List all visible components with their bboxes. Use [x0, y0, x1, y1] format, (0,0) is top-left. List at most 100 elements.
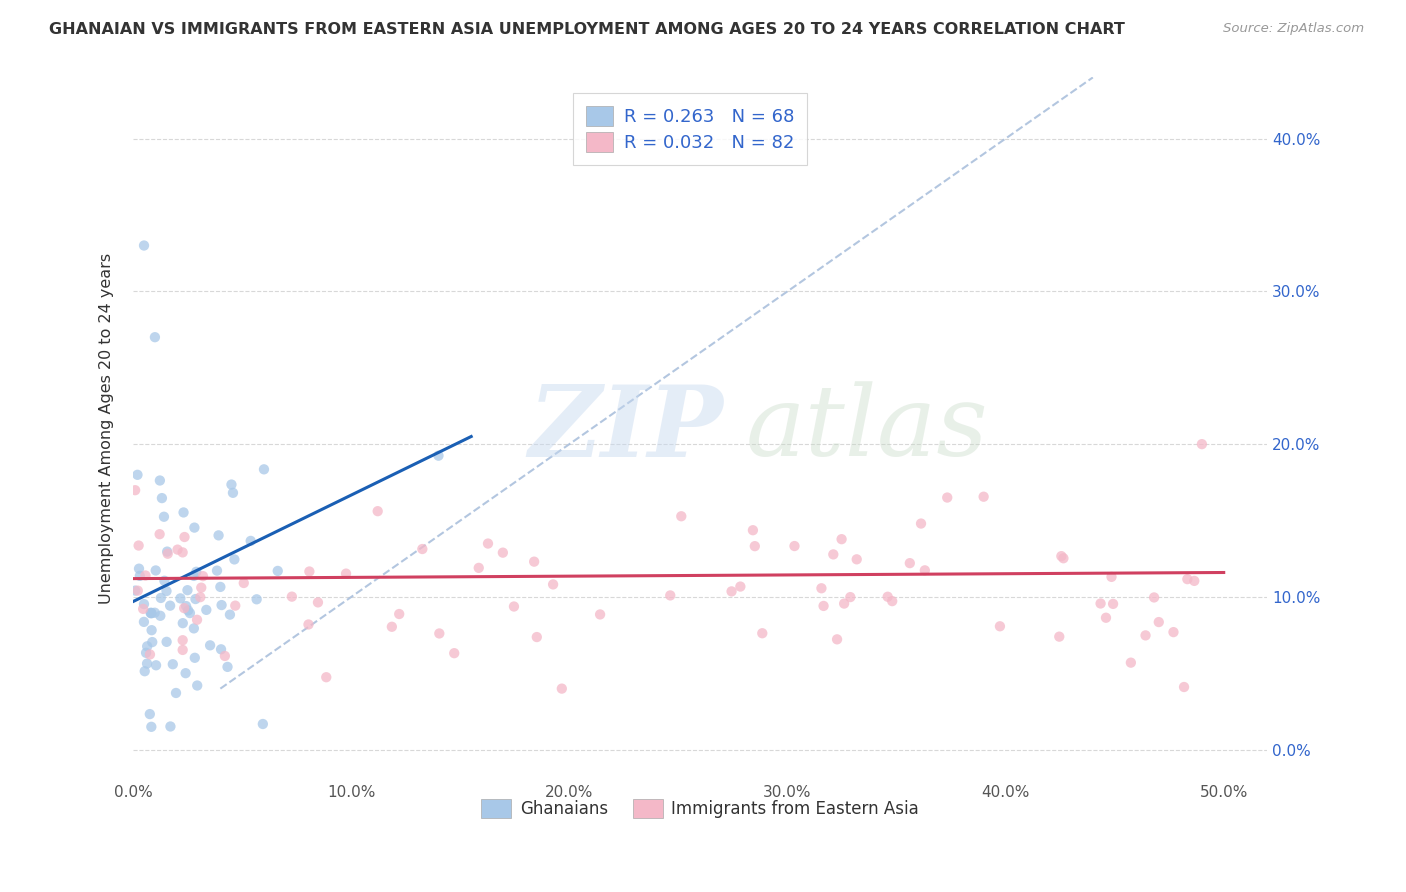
Point [143, 606, 166, 620]
Point [177, 603, 200, 617]
Point [186, 613, 208, 627]
Point [139, 607, 162, 621]
Point [173, 505, 195, 519]
Legend: Ghanaians, Immigrants from Eastern Asia: Ghanaians, Immigrants from Eastern Asia [475, 793, 925, 825]
Point [191, 569, 214, 583]
Point [159, 599, 181, 613]
Point [526, 630, 548, 644]
Point [127, 583, 149, 598]
Point [427, 626, 450, 640]
Point [186, 679, 208, 693]
Point [183, 621, 205, 635]
Point [127, 467, 149, 482]
Point [207, 528, 229, 542]
Point [176, 583, 198, 598]
Point [1182, 574, 1205, 588]
Point [232, 576, 254, 591]
Point [173, 530, 195, 544]
Point [149, 591, 172, 605]
Point [132, 615, 155, 629]
Point [671, 509, 693, 524]
Point [141, 606, 163, 620]
Point [139, 606, 162, 620]
Text: Source: ZipAtlas.com: Source: ZipAtlas.com [1223, 22, 1364, 36]
Point [124, 583, 146, 598]
Point [214, 648, 236, 663]
Point [1047, 630, 1070, 644]
Point [1102, 597, 1125, 611]
Point [845, 552, 868, 566]
Point [224, 552, 246, 566]
Point [219, 607, 242, 622]
Point [503, 599, 526, 614]
Point [150, 491, 173, 505]
Point [134, 568, 156, 582]
Point [224, 599, 246, 613]
Point [388, 607, 411, 621]
Point [159, 719, 181, 733]
Point [523, 555, 546, 569]
Point [183, 569, 205, 583]
Point [172, 616, 194, 631]
Point [239, 533, 262, 548]
Point [128, 562, 150, 576]
Point [443, 646, 465, 660]
Point [541, 577, 564, 591]
Point [813, 599, 835, 613]
Point [1163, 625, 1185, 640]
Point [1175, 572, 1198, 586]
Point [307, 595, 329, 609]
Point [153, 509, 176, 524]
Text: GHANAIAN VS IMMIGRANTS FROM EASTERN ASIA UNEMPLOYMENT AMONG AGES 20 TO 24 YEARS : GHANAIAN VS IMMIGRANTS FROM EASTERN ASIA… [49, 22, 1125, 37]
Point [188, 590, 211, 604]
Point [551, 681, 574, 696]
Point [477, 536, 499, 550]
Point [145, 658, 167, 673]
Point [253, 462, 276, 476]
Point [184, 650, 207, 665]
Point [166, 542, 188, 557]
Point [145, 564, 167, 578]
Point [141, 623, 163, 637]
Point [172, 643, 194, 657]
Point [1101, 570, 1123, 584]
Point [174, 599, 197, 613]
Point [169, 591, 191, 606]
Point [205, 564, 228, 578]
Point [1173, 680, 1195, 694]
Point [936, 491, 959, 505]
Point [162, 657, 184, 672]
Point [190, 581, 212, 595]
Point [832, 597, 855, 611]
Point [139, 648, 162, 662]
Point [173, 601, 195, 615]
Point [898, 556, 921, 570]
Point [1143, 591, 1166, 605]
Point [209, 642, 232, 657]
Point [315, 670, 337, 684]
Point [172, 633, 194, 648]
Point [128, 539, 150, 553]
Point [659, 589, 682, 603]
Point [174, 666, 197, 681]
Point [136, 657, 159, 671]
Point [135, 646, 157, 660]
Point [149, 474, 172, 488]
Point [720, 584, 742, 599]
Point [1119, 656, 1142, 670]
Point [124, 483, 146, 498]
Point [589, 607, 612, 622]
Point [222, 485, 245, 500]
Point [381, 620, 404, 634]
Y-axis label: Unemployment Among Ages 20 to 24 years: Unemployment Among Ages 20 to 24 years [100, 253, 114, 605]
Point [141, 635, 163, 649]
Point [730, 580, 752, 594]
Point [132, 597, 155, 611]
Point [831, 532, 853, 546]
Point [1095, 611, 1118, 625]
Point [153, 574, 176, 588]
Point [744, 539, 766, 553]
Point [882, 594, 904, 608]
Point [427, 449, 450, 463]
Point [468, 561, 491, 575]
